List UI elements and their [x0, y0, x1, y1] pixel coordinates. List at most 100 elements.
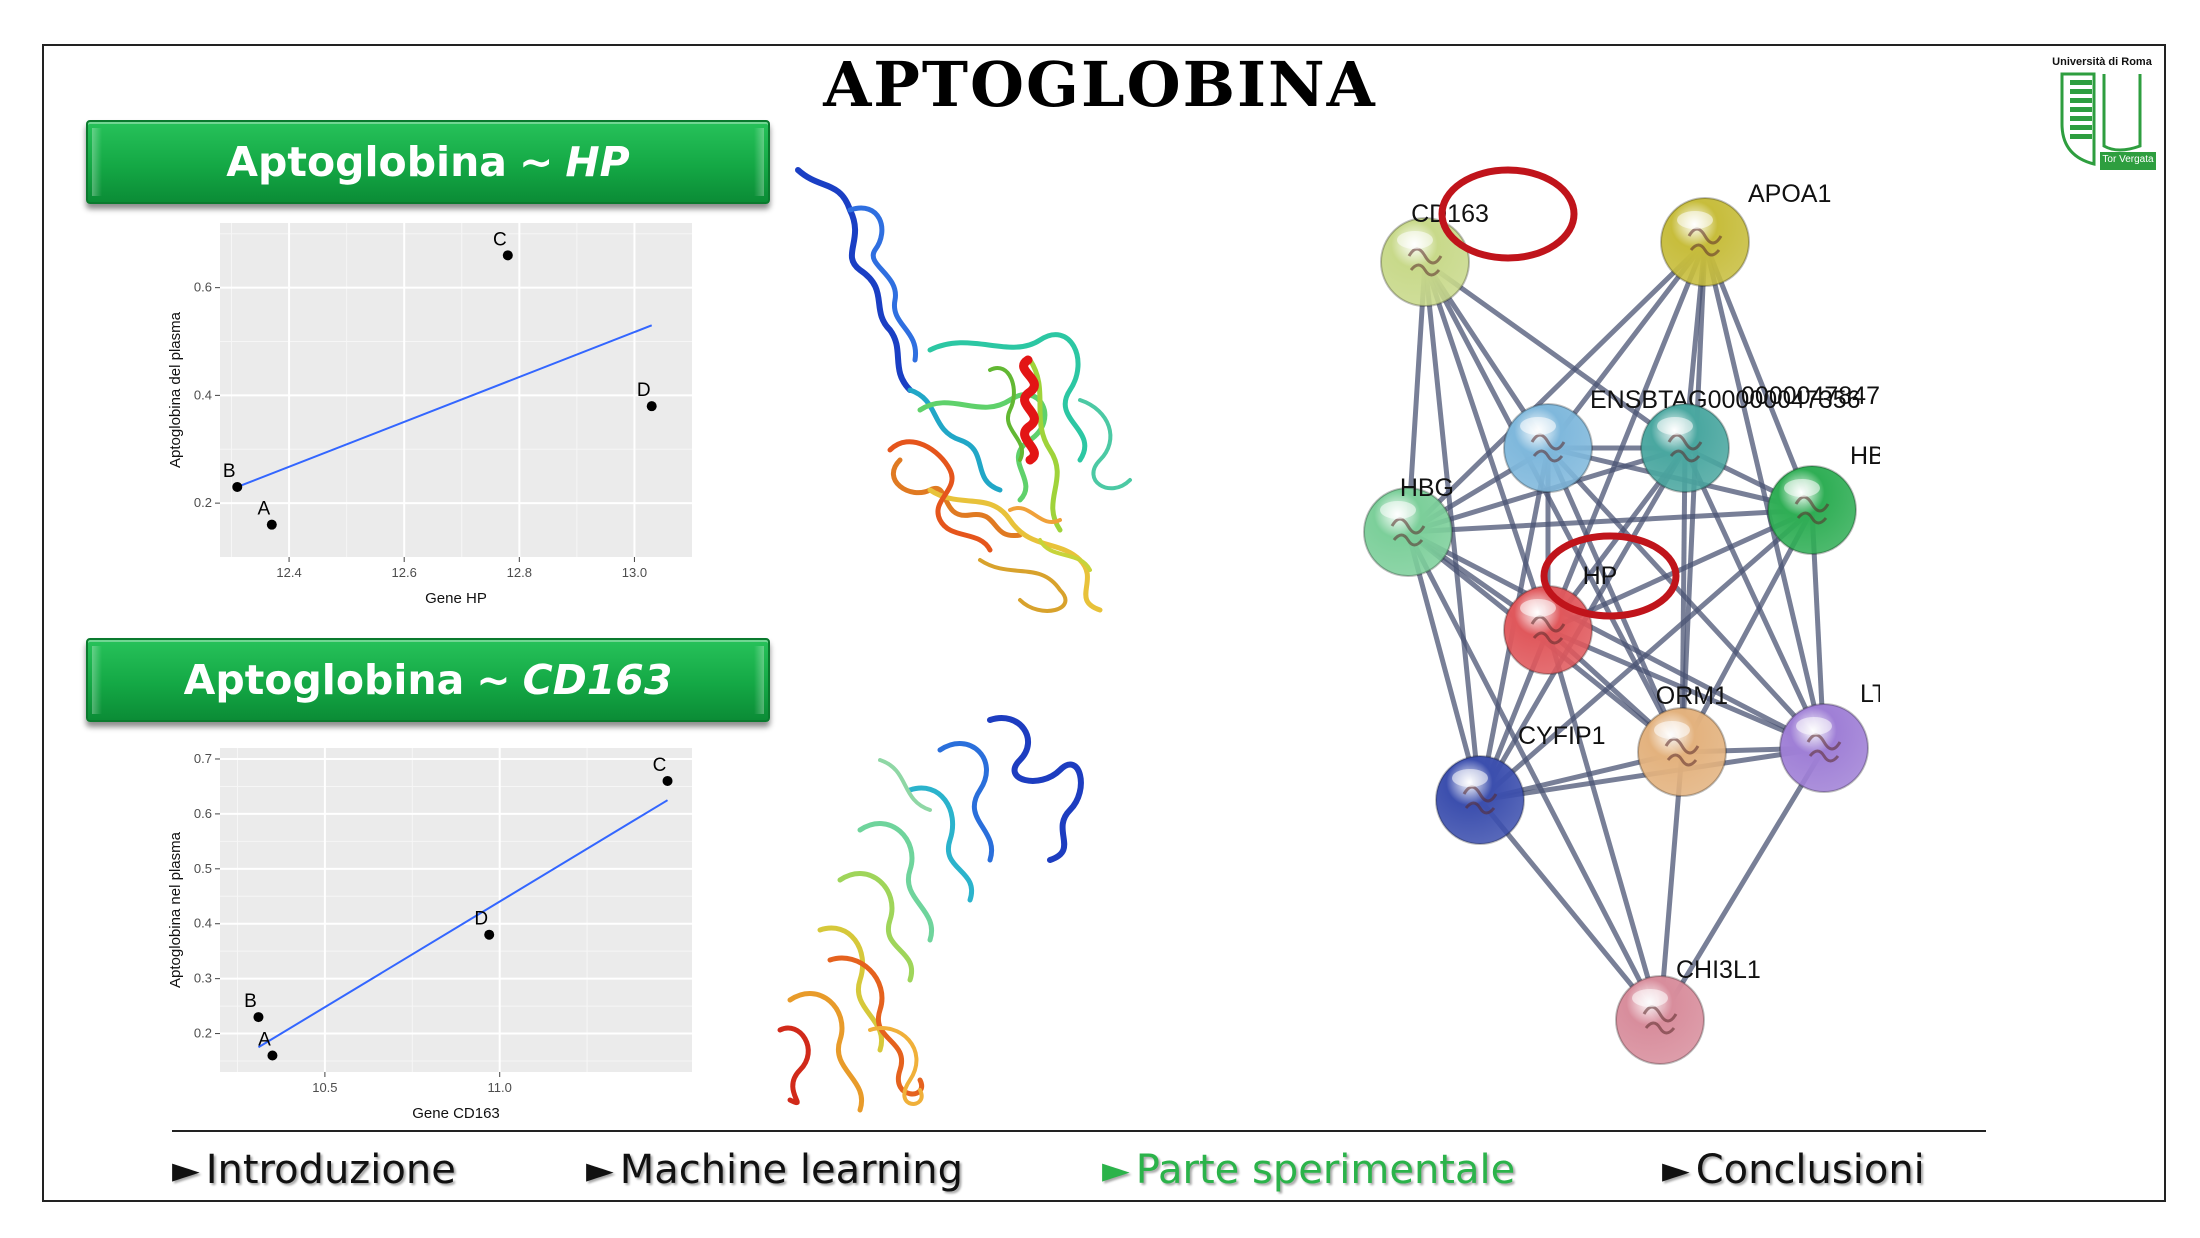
y-tick-label: 0.7	[194, 751, 212, 766]
highlight-circle-hp	[1540, 532, 1680, 620]
node-structure-icon	[1667, 433, 1703, 463]
point-label: A	[257, 499, 270, 520]
slide-frame	[42, 44, 2166, 1202]
network-node	[1503, 403, 1593, 493]
network-edge	[1422, 261, 1551, 631]
network-edge	[1478, 798, 1662, 1022]
university-logo: Università di Roma Tor Vergata	[2048, 56, 2156, 174]
node-structure-icon	[1794, 495, 1830, 525]
node-structure-icon	[1664, 737, 1700, 767]
network-node-label: APOA1	[1748, 180, 1831, 208]
network-node-label: CYFIP1	[1518, 722, 1606, 750]
network-node-label: ORM1	[1656, 682, 1728, 710]
y-tick-label: 0.6	[194, 806, 212, 821]
node-gloss	[1520, 417, 1556, 435]
network-node	[1380, 217, 1470, 307]
x-tick-label: 12.8	[507, 565, 532, 580]
network-edge	[1657, 751, 1685, 1021]
scatter-plot-hp: 12.4 12.6 12.8 13.0 0.2 0.4 0.6 Gene HP Aptoglob…	[167, 223, 692, 607]
point-label: C	[493, 229, 507, 250]
node-gloss	[1397, 231, 1433, 249]
node-gloss	[1452, 769, 1488, 787]
y-tick-label: 0.4	[194, 916, 212, 931]
node-structure-icon	[1642, 1005, 1678, 1035]
node-gloss	[1654, 721, 1690, 739]
nav-item-label: Conclusioni	[1695, 1147, 1925, 1193]
y-tick-label: 0.2	[194, 495, 212, 510]
y-axis-label: Aptoglobina del plasma	[167, 311, 184, 468]
data-point	[266, 519, 277, 530]
nav-divider	[172, 1130, 1986, 1132]
node-gloss	[1657, 417, 1693, 435]
nav-item-conclusioni[interactable]: ► Conclusioni	[1662, 1140, 1925, 1200]
banner-cd163-gene: CD163	[522, 656, 673, 704]
node-gloss	[1784, 479, 1820, 497]
nav-item-introduzione[interactable]: ► Introduzione	[172, 1140, 456, 1200]
network-node	[1660, 197, 1750, 287]
data-point	[484, 929, 495, 940]
data-point	[232, 481, 243, 492]
y-axis-label: Aptoglobina nel plasma	[167, 831, 184, 988]
y-tick-label: 0.3	[194, 971, 212, 986]
highlight-circle-cd163	[1438, 166, 1578, 262]
slide-title: APTOGLOBINA	[823, 48, 1377, 121]
regression-line	[257, 799, 669, 1049]
node-structure-icon	[1462, 785, 1498, 815]
network-node	[1615, 975, 1705, 1065]
network-edge	[1679, 447, 1688, 753]
banner-cd163-sep: ~	[476, 656, 511, 704]
x-tick-label: 10.5	[312, 1080, 337, 1095]
regression-line	[236, 324, 653, 488]
node-structure-icon	[1390, 517, 1426, 547]
network-node	[1435, 755, 1525, 845]
banner-cd163-prefix: Aptoglobina	[183, 656, 465, 704]
network-edge	[1406, 240, 1707, 534]
node-gloss	[1380, 501, 1416, 519]
network-node-label: HP	[1583, 562, 1618, 590]
node-structure-icon	[1687, 227, 1723, 257]
network-node-label: HBG	[1400, 474, 1454, 502]
node-structure-icon	[1530, 615, 1566, 645]
node-gloss	[1632, 989, 1668, 1007]
point-label: B	[223, 461, 236, 482]
scatter-plot-cd163: 10.5 11.0 0.2 0.3 0.4 0.5 0.6 0.7 Gene CD163 Apto…	[167, 748, 692, 1122]
y-tick-label: 0.2	[194, 1026, 212, 1041]
network-edge	[1545, 629, 1663, 1021]
x-axis-label: Gene CD163	[412, 1105, 500, 1122]
network-node-label: CHI3L1	[1676, 956, 1761, 984]
point-label: D	[637, 380, 651, 401]
data-point	[662, 775, 673, 786]
network-node-label: CD163	[1411, 200, 1489, 228]
network-node-label: LTF	[1860, 680, 1880, 708]
node-structure-icon	[1407, 247, 1443, 277]
network-node	[1637, 707, 1727, 797]
network-edge	[1407, 507, 1813, 535]
data-point	[502, 250, 513, 261]
nav-item-parte-sperimentale[interactable]: ► Parte sperimentale	[1102, 1140, 1515, 1200]
network-edge	[1405, 531, 1483, 801]
network-edge	[1679, 241, 1708, 753]
nav-arrow-icon: ►	[172, 1149, 200, 1191]
plot-panel	[220, 748, 692, 1072]
data-point	[646, 401, 657, 412]
network-edge	[1405, 530, 1663, 1022]
network-edge	[1406, 529, 1826, 751]
nav-item-label: Parte sperimentale	[1135, 1147, 1516, 1193]
network-edge	[1702, 241, 1827, 749]
nav-arrow-icon: ►	[1662, 1149, 1690, 1191]
banner-hp: Aptoglobina ~ HP	[86, 120, 770, 204]
nav-item-label: Introduzione	[205, 1147, 456, 1193]
banner-cd163: Aptoglobina ~ CD163	[86, 638, 770, 722]
banner-hp-gene: HP	[565, 138, 630, 186]
logo-shield-icon	[2060, 72, 2156, 170]
network-node	[1767, 465, 1857, 555]
node-structure-icon	[1806, 733, 1842, 763]
point-label: A	[258, 1030, 271, 1051]
y-tick-label: 0.4	[194, 387, 212, 402]
network-node-label: 0000047847	[1741, 382, 1880, 410]
node-gloss	[1796, 717, 1832, 735]
nav-item-machine-learning[interactable]: ► Machine learning	[586, 1140, 963, 1200]
data-point	[253, 1012, 264, 1023]
y-tick-label: 0.6	[194, 280, 212, 295]
nav-item-label: Machine learning	[619, 1147, 964, 1193]
